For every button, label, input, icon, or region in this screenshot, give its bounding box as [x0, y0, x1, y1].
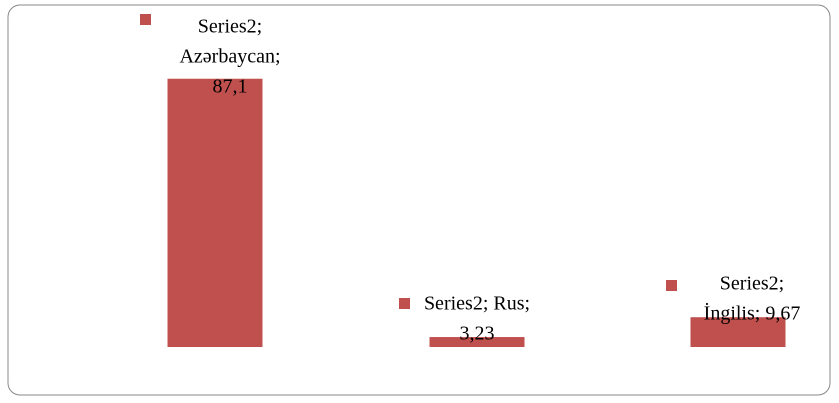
bar — [167, 78, 263, 348]
legend-key — [399, 298, 410, 309]
data-label: İngilis; 9,67 — [704, 302, 801, 325]
data-label: 87,1 — [213, 76, 248, 98]
legend-key — [666, 280, 677, 291]
data-label: Series2; — [198, 16, 262, 38]
data-label: Azərbaycan; — [179, 46, 280, 68]
bar — [429, 337, 525, 347]
data-label: Series2; — [720, 273, 784, 295]
legend-key — [140, 14, 151, 25]
data-label: 3,23 — [460, 323, 495, 345]
data-label: Series2; Rus; — [424, 293, 530, 315]
bar — [690, 317, 786, 347]
